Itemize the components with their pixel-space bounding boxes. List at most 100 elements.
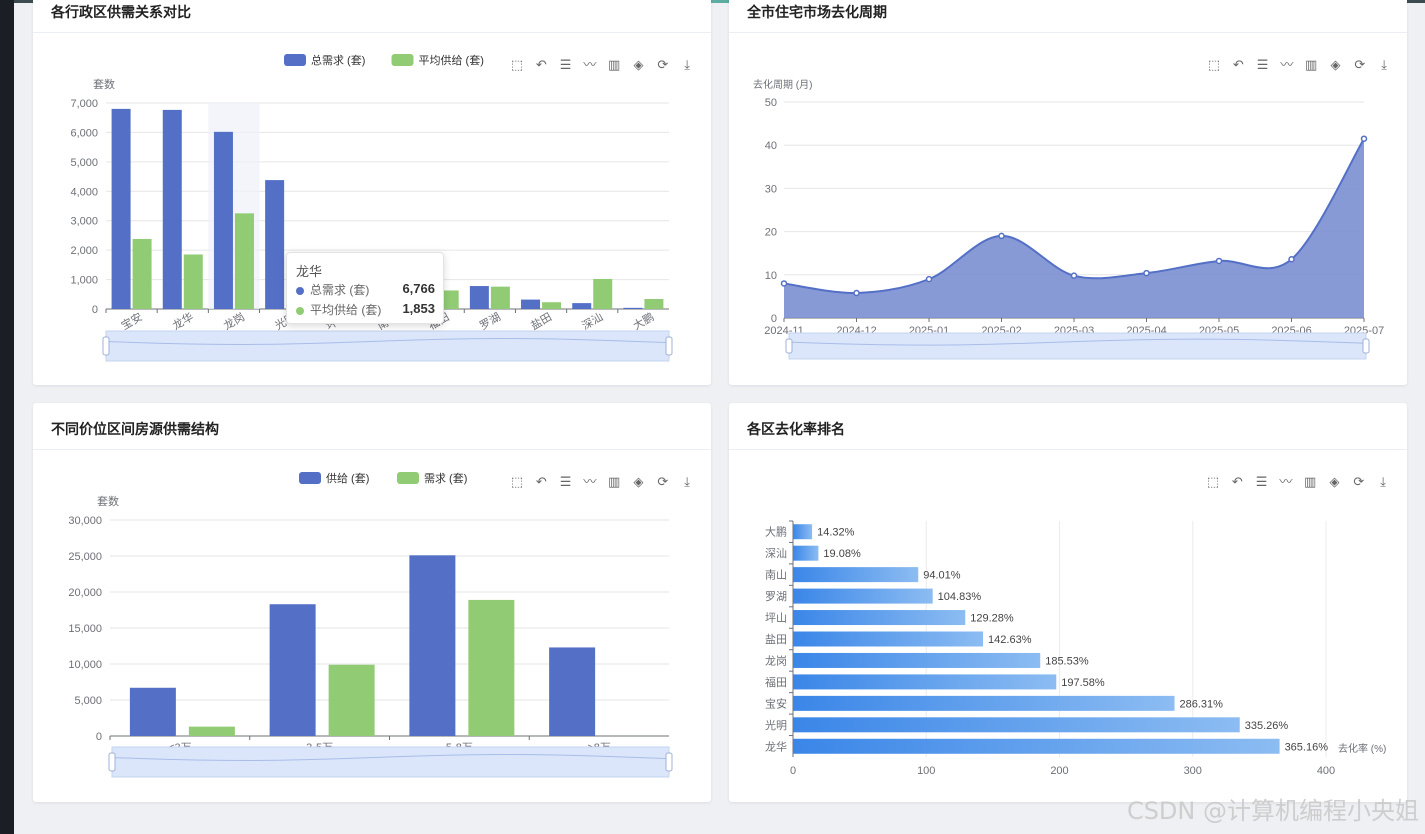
tooltip-row-value: 6,766 — [402, 281, 435, 296]
bar-supply — [132, 238, 152, 309]
y-tick-label: 5,000 — [70, 157, 98, 169]
data-view-icon[interactable]: ☰ — [560, 475, 572, 490]
zoom-reset-icon[interactable]: ↶ — [1233, 58, 1244, 73]
restore-icon[interactable]: ⟳ — [1353, 475, 1364, 490]
y-tick-label: 3,000 — [70, 216, 98, 228]
restore-icon[interactable]: ⟳ — [657, 58, 668, 73]
line-switch-icon[interactable]: 〰 — [1280, 58, 1293, 73]
bar-supply — [129, 687, 176, 736]
data-view-icon[interactable]: ☰ — [1257, 58, 1269, 73]
bar-supply — [490, 286, 510, 309]
data-label: 197.58% — [1061, 677, 1105, 689]
zoom-icon[interactable]: ⬚ — [1207, 475, 1219, 490]
data-label: 142.63% — [988, 634, 1032, 646]
stack-icon[interactable]: ◈ — [634, 475, 644, 490]
zoom-icon[interactable]: ⬚ — [511, 475, 523, 490]
y-tick-label: 4,000 — [70, 186, 98, 198]
bar-switch-icon[interactable]: ▥ — [608, 58, 620, 73]
x-tick-label: 龙岗 — [221, 310, 247, 332]
bar-switch-icon[interactable]: ▥ — [1304, 475, 1316, 490]
legend-label[interactable]: 需求 (套) — [424, 472, 467, 485]
bar-rate — [793, 567, 919, 583]
supply-demand-chart[interactable]: 0 1,000 2,000 3,000 4,000 5,000 6,000 7,000 套数宝安… — [33, 0, 711, 385]
y-tick-label: 50 — [765, 97, 777, 109]
legend-label[interactable]: 平均供给 (套) — [419, 53, 484, 67]
data-label: 19.08% — [823, 548, 861, 560]
tooltip-row-demand: 总需求 (套) 6,766 — [296, 281, 435, 299]
card-supply-demand: 各行政区供需关系对比 0 1,000 2,000 3,000 4,000 5,000 6,0… — [33, 0, 711, 385]
stack-icon[interactable]: ◈ — [1330, 475, 1340, 490]
legend-label[interactable]: 总需求 (套) — [311, 53, 365, 67]
bar-supply — [542, 302, 562, 309]
card-rank: 各区去化率排名 0 100 200 300 400 去化率 (%) 365.16% 龙华 335… — [729, 403, 1407, 802]
line-switch-icon[interactable]: 〰 — [583, 475, 596, 490]
card-title: 不同价位区间房源供需结构 — [51, 421, 219, 437]
x-tick-label: 龙华 — [170, 309, 196, 332]
y-tick-label: 坪山 — [765, 612, 787, 625]
bar-rate — [793, 717, 1240, 733]
legend-swatch — [299, 472, 321, 484]
line-switch-icon[interactable]: 〰 — [1279, 475, 1292, 490]
zoom-reset-icon[interactable]: ↶ — [536, 475, 547, 490]
legend-label[interactable]: 供给 (套) — [326, 471, 369, 485]
bar-supply — [409, 555, 456, 736]
y-tick-label: 宝安 — [765, 696, 787, 710]
card-divider — [729, 449, 1407, 450]
zoom-reset-icon[interactable]: ↶ — [1232, 475, 1243, 490]
legend-dot-icon — [296, 306, 304, 315]
y-tick-label: 30 — [765, 183, 777, 195]
datazoom-slider — [111, 746, 670, 778]
datazoom-handle[interactable] — [102, 336, 110, 356]
y-tick-label: 5,000 — [74, 695, 102, 707]
data-label: 14.32% — [817, 527, 855, 539]
y-tick-label: 光明 — [765, 718, 787, 732]
x-tick-label: 0 — [790, 765, 796, 777]
zoom-reset-icon[interactable]: ↶ — [536, 58, 547, 73]
download-icon[interactable]: ⤓ — [1380, 475, 1386, 490]
download-icon[interactable]: ⤓ — [1381, 58, 1387, 73]
y-tick-label: 罗湖 — [765, 590, 787, 603]
bar-switch-icon[interactable]: ▥ — [608, 475, 620, 490]
datazoom-handle[interactable] — [785, 338, 793, 354]
area-fill — [784, 138, 1364, 318]
x-tick-label: 100 — [917, 765, 935, 777]
line-switch-icon[interactable]: 〰 — [583, 58, 596, 73]
bar-rate — [793, 588, 933, 604]
data-view-icon[interactable]: ☰ — [560, 58, 572, 73]
price-structure-chart[interactable]: 05,00010,00015,00020,00025,00030,000套数<3… — [33, 403, 711, 802]
stack-icon[interactable]: ◈ — [1331, 58, 1341, 73]
zoom-icon[interactable]: ⬚ — [1208, 58, 1220, 73]
bar-rate — [793, 695, 1175, 711]
x-tick-label: 宝安 — [119, 309, 145, 332]
zoom-icon[interactable]: ⬚ — [511, 58, 523, 73]
datazoom-handle[interactable] — [108, 752, 116, 772]
x-tick-label: 大鹏 — [630, 309, 656, 332]
y-axis-label: 去化周期 (月) — [753, 78, 812, 91]
bar-demand — [188, 726, 235, 736]
download-icon[interactable]: ⤓ — [684, 58, 690, 73]
data-view-icon[interactable]: ☰ — [1256, 475, 1268, 490]
card-cycle: 全市住宅市场去化周期 0 10 20 30 40 50 去化周期 (月) 2024-11 202… — [729, 0, 1407, 385]
y-tick-label: 盐田 — [765, 633, 787, 646]
y-tick-label: 0 — [92, 304, 98, 316]
datazoom-handle[interactable] — [665, 752, 673, 772]
bar-switch-icon[interactable]: ▥ — [1305, 58, 1317, 73]
bar-demand — [265, 180, 285, 309]
download-icon[interactable]: ⤓ — [684, 475, 690, 490]
datazoom-preview-line — [788, 338, 1367, 346]
datazoom-handle[interactable] — [1362, 338, 1370, 354]
x-axis-label: 去化率 (%) — [1338, 742, 1386, 755]
data-point — [1215, 257, 1223, 265]
legend-swatch — [391, 54, 414, 66]
x-tick-label: 200 — [1050, 765, 1068, 777]
y-tick-label: 20 — [765, 227, 777, 239]
bar-supply — [183, 254, 203, 309]
datazoom-handle[interactable] — [665, 336, 673, 356]
restore-icon[interactable]: ⟳ — [657, 475, 668, 490]
restore-icon[interactable]: ⟳ — [1354, 58, 1365, 73]
card-title: 各行政区供需关系对比 — [51, 4, 191, 20]
stack-icon[interactable]: ◈ — [634, 58, 644, 73]
y-tick-label: 7,000 — [70, 98, 98, 110]
